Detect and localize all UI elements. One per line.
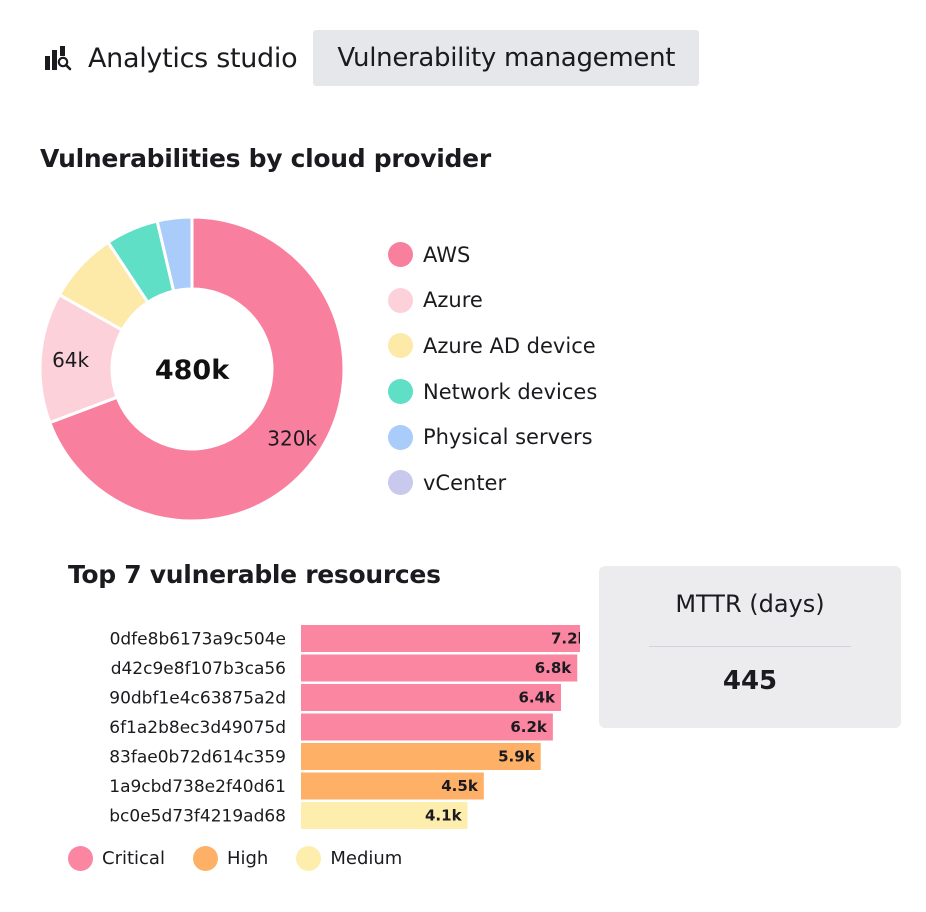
legend-swatch: [388, 379, 413, 405]
bar-category-label: 1a9cbd738e2f40d61: [109, 777, 286, 797]
bar-value-label: 5.9k: [498, 748, 536, 766]
legend-swatch: [388, 470, 413, 496]
donut-slice-physical-servers: [155, 215, 194, 293]
app-title: Analytics studio: [88, 42, 298, 74]
bar-category-label: 90dbf1e4c63875a2d: [109, 689, 286, 709]
legend-item-azure-ad-device: Azure AD device: [388, 323, 597, 369]
mttr-value: 445: [722, 666, 778, 696]
legend-label: Physical servers: [423, 425, 593, 450]
bar-value-label: 6.2k: [510, 718, 548, 736]
donut-chart-title: Vulnerabilities by cloud provider: [40, 144, 491, 173]
legend-item-physical-servers: Physical servers: [388, 414, 597, 460]
bar-category-label: 83fae0b72d614c359: [109, 748, 286, 768]
donut-chart: 320k 64k 480k: [38, 215, 346, 523]
header: Analytics studio Vulnerability managemen…: [44, 30, 700, 86]
bar-5: [301, 743, 541, 770]
bar-category-label: 0dfe8b6173a9c504e: [110, 630, 286, 650]
mttr-divider: [649, 646, 851, 647]
bar-4: [301, 713, 553, 741]
legend-label: AWS: [423, 242, 471, 267]
slice-label-azure: 64k: [52, 348, 89, 372]
legend-swatch: [388, 287, 413, 313]
severity-legend-critical: Critical: [68, 846, 165, 871]
legend-label: Azure: [423, 288, 483, 313]
mttr-card: MTTR (days) 445: [599, 566, 901, 728]
bar-value-label: 4.1k: [425, 807, 463, 825]
tab-vulnerability-management[interactable]: Vulnerability management: [313, 30, 700, 86]
legend-swatch: [296, 846, 322, 871]
slice-label-aws: 320k: [267, 426, 317, 450]
legend-swatch: [388, 242, 413, 268]
bar-2: [301, 654, 578, 682]
bar-category-label: bc0e5d73f4219ad68: [109, 807, 286, 827]
legend-label: Network devices: [423, 379, 598, 404]
provider-legend: AWS Azure Azure AD device Network devices Ph…: [388, 232, 597, 506]
bar-6: [301, 772, 484, 800]
bar-1: [301, 625, 580, 652]
analytics-icon: [45, 46, 72, 71]
bar-value-label: 7.2k: [551, 630, 580, 648]
legend-swatch: [388, 424, 413, 450]
legend-label: Azure AD device: [423, 333, 596, 358]
bar-category-label: d42c9e8f107b3ca56: [111, 659, 286, 679]
bar-3: [301, 684, 561, 711]
mttr-title: MTTR (days): [675, 590, 825, 618]
legend-swatch: [388, 333, 413, 359]
legend-item-vcenter: vCenter: [388, 460, 597, 506]
bar-7: [301, 802, 468, 829]
severity-legend-high: High: [192, 846, 269, 871]
legend-label: vCenter: [423, 470, 507, 495]
legend-item-aws: AWS: [388, 232, 597, 278]
bar-category-label: 6f1a2b8ec3d49075d: [109, 718, 286, 738]
legend-label: Medium: [330, 848, 403, 869]
bar-value-label: 4.5k: [441, 777, 479, 795]
legend-item-network-devices: Network devices: [388, 369, 597, 415]
legend-label: Critical: [102, 848, 165, 869]
severity-legend-medium: Medium: [296, 846, 402, 871]
legend-swatch: [192, 846, 218, 871]
legend-item-azure: Azure: [388, 278, 597, 324]
legend-swatch: [68, 846, 93, 871]
donut-slice-aws: [47, 215, 346, 523]
bar-chart: 0dfe8b6173a9c504e 7.2k d42c9e8f107b3ca56 6.…: [109, 625, 580, 829]
legend-label: High: [226, 848, 269, 869]
severity-legend: Critical High Medium: [68, 846, 430, 871]
bar-chart-title: Top 7 vulnerable resources: [68, 560, 441, 589]
bar-value-label: 6.8k: [535, 659, 573, 677]
donut-center-total: 480k: [155, 355, 230, 386]
bar-value-label: 6.4k: [518, 689, 556, 707]
